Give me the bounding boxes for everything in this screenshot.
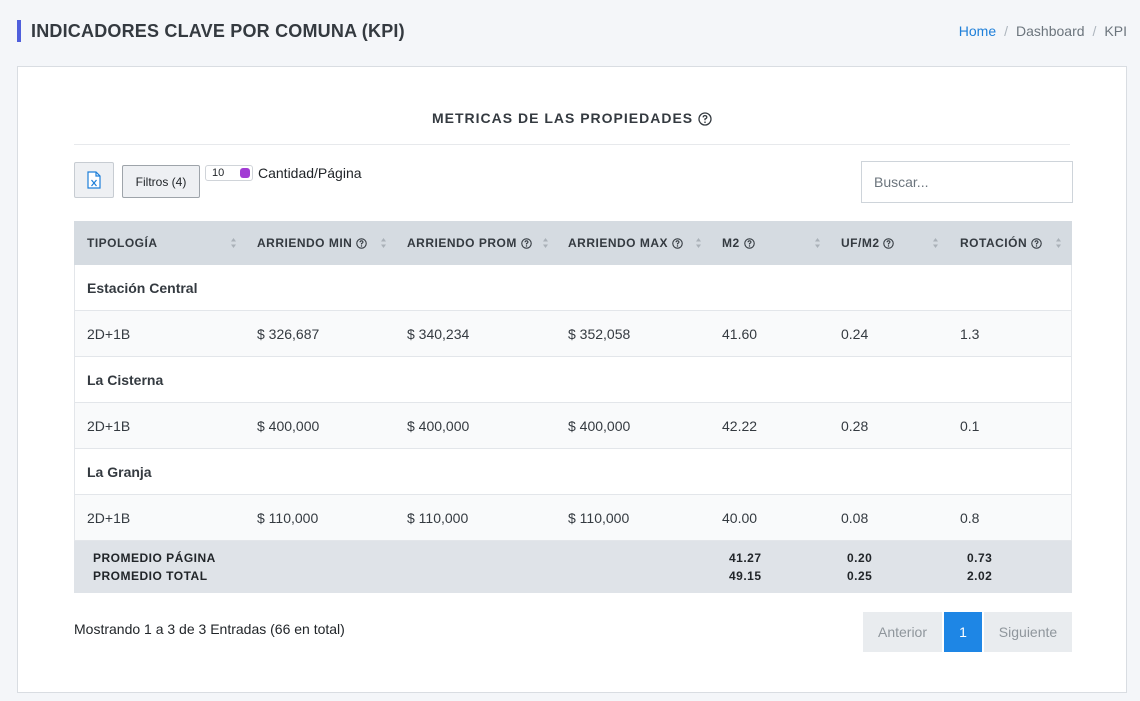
col-header-arriendo-min[interactable]: ARRIENDO MIN (257, 221, 367, 265)
col-header-tipologia[interactable]: TIPOLOGÍA (87, 221, 158, 265)
sort-icon[interactable] (695, 237, 702, 249)
col-label: ARRIENDO MIN (257, 236, 353, 250)
help-icon[interactable] (883, 238, 895, 250)
kpi-table: TIPOLOGÍA ARRIENDO MIN ARRIENDO PROM ARR… (74, 221, 1072, 593)
col-label: ARRIENDO MAX (568, 236, 669, 250)
help-icon[interactable] (698, 112, 712, 126)
page-size-select[interactable]: 10 (205, 165, 253, 181)
metrics-card: METRICAS DE LAS PROPIEDADES Filtros (4) … (17, 66, 1127, 693)
search-input[interactable] (861, 161, 1073, 203)
sort-icon[interactable] (380, 237, 387, 249)
cell-tipologia: 2D+1B (87, 510, 131, 526)
col-header-m2[interactable]: M2 (722, 221, 755, 265)
cell-uf-m2: 0.24 (841, 326, 869, 342)
cell-arriendo-prom: $ 400,000 (407, 418, 470, 434)
col-label: M2 (722, 236, 740, 250)
cell-arriendo-max: $ 110,000 (568, 510, 630, 526)
filters-button[interactable]: Filtros (4) (122, 165, 200, 198)
entries-info: Mostrando 1 a 3 de 3 Entradas (66 en tot… (74, 621, 345, 637)
help-icon[interactable] (520, 238, 532, 250)
cell-m2: 42.22 (722, 418, 758, 434)
cell-uf-m2: 0.28 (841, 418, 869, 434)
col-label: UF/M2 (841, 236, 880, 250)
footer-total-label: PROMEDIO TOTAL (93, 569, 208, 583)
group-name: La Cisterna (87, 372, 164, 388)
help-icon[interactable] (356, 238, 367, 250)
sort-icon[interactable] (230, 237, 237, 249)
page-title: INDICADORES CLAVE POR COMUNA (KPI) (17, 20, 405, 42)
col-label: ROTACIÓN (960, 236, 1028, 250)
footer-total-m2: 49.15 (729, 569, 762, 583)
page-1-button[interactable]: 1 (944, 612, 982, 652)
cell-rotacion: 1.3 (960, 326, 980, 342)
footer-page-label: PROMEDIO PÁGINA (93, 551, 216, 565)
breadcrumb-dashboard[interactable]: Dashboard (1016, 23, 1085, 39)
col-header-arriendo-max[interactable]: ARRIENDO MAX (568, 221, 683, 265)
col-header-arriendo-prom[interactable]: ARRIENDO PROM (407, 221, 532, 265)
footer-page-m2: 41.27 (729, 551, 762, 565)
cell-arriendo-min: $ 326,687 (257, 326, 320, 342)
breadcrumb: Home / Dashboard / KPI (959, 22, 1127, 40)
cell-uf-m2: 0.08 (841, 510, 869, 526)
col-label: ARRIENDO PROM (407, 236, 517, 250)
col-label: TIPOLOGÍA (87, 236, 158, 250)
cell-arriendo-min: $ 400,000 (257, 418, 320, 434)
table-row: 2D+1B $ 110,000 $ 110,000 $ 110,000 40.0… (74, 495, 1072, 541)
previous-page-button[interactable]: Anterior (863, 612, 942, 652)
card-title: METRICAS DE LAS PROPIEDADES (74, 109, 1070, 127)
next-page-button[interactable]: Siguiente (984, 612, 1072, 652)
sort-icon[interactable] (542, 237, 549, 249)
page-size-label: Cantidad/Página (258, 165, 362, 181)
chevron-updown-icon (240, 168, 250, 178)
cell-arriendo-max: $ 352,058 (568, 326, 631, 342)
breadcrumb-separator: / (1004, 23, 1009, 39)
cell-arriendo-min: $ 110,000 (257, 510, 319, 526)
breadcrumb-home-link[interactable]: Home (958, 23, 997, 39)
col-header-uf-m2[interactable]: UF/M2 (841, 221, 895, 265)
cell-arriendo-prom: $ 340,234 (407, 326, 470, 342)
sort-icon[interactable] (814, 237, 821, 249)
table-row: 2D+1B $ 400,000 $ 400,000 $ 400,000 42.2… (74, 403, 1072, 449)
cell-rotacion: 0.1 (960, 418, 980, 434)
cell-arriendo-prom: $ 110,000 (407, 510, 469, 526)
group-name: Estación Central (87, 280, 198, 296)
group-name: La Granja (87, 464, 152, 480)
footer-total-rotacion: 2.02 (967, 569, 993, 583)
footer-page-uf-m2: 0.20 (847, 551, 873, 565)
help-icon[interactable] (743, 238, 755, 250)
cell-rotacion: 0.8 (960, 510, 980, 526)
sort-icon[interactable] (932, 237, 939, 249)
page-size-value: 10 (212, 167, 225, 179)
footer-total-uf-m2: 0.25 (847, 569, 873, 583)
export-excel-button[interactable] (74, 162, 114, 198)
pagination: Anterior 1 Siguiente (863, 612, 1072, 652)
cell-tipologia: 2D+1B (87, 418, 131, 434)
cell-tipologia: 2D+1B (87, 326, 131, 342)
help-icon[interactable] (672, 238, 683, 250)
cell-m2: 41.60 (722, 326, 758, 342)
breadcrumb-current: KPI (1104, 23, 1127, 39)
col-header-rotacion[interactable]: ROTACIÓN (960, 221, 1042, 265)
cell-m2: 40.00 (722, 510, 758, 526)
card-title-text: METRICAS DE LAS PROPIEDADES (431, 110, 694, 126)
cell-arriendo-max: $ 400,000 (568, 418, 631, 434)
breadcrumb-separator: / (1092, 23, 1097, 39)
table-footer: PROMEDIO PÁGINA PROMEDIO TOTAL 41.27 49.… (74, 541, 1072, 593)
help-icon[interactable] (1031, 238, 1042, 250)
group-row: La Granja (74, 449, 1072, 495)
table-row: 2D+1B $ 326,687 $ 340,234 $ 352,058 41.6… (74, 311, 1072, 357)
page-header: INDICADORES CLAVE POR COMUNA (KPI) Home /… (17, 20, 1127, 44)
sort-icon[interactable] (1055, 237, 1062, 249)
footer-page-rotacion: 0.73 (967, 551, 993, 565)
table-header: TIPOLOGÍA ARRIENDO MIN ARRIENDO PROM ARR… (74, 221, 1072, 265)
excel-file-icon (87, 171, 101, 189)
group-row: La Cisterna (74, 357, 1072, 403)
divider (74, 144, 1070, 145)
group-row: Estación Central (74, 265, 1072, 311)
